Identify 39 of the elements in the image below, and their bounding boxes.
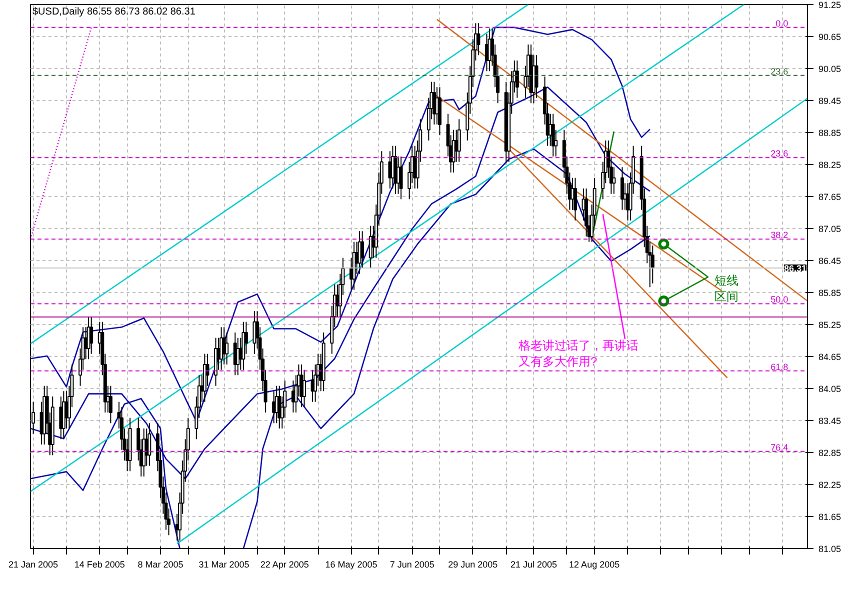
annotation: 50.0 — [770, 294, 788, 305]
y-tick-label: 91.25 — [818, 0, 842, 10]
y-tick-label: 84.65 — [818, 352, 842, 362]
y-tick-label: 86.45 — [818, 256, 842, 266]
y-tick-label: 81.65 — [818, 512, 842, 522]
y-tick-label: 82.25 — [818, 480, 842, 490]
y-tick-label: 90.65 — [818, 32, 842, 42]
x-tick-label: 29 Jun 2005 — [448, 560, 498, 570]
annotation: 76.4 — [770, 442, 788, 452]
x-tick-label: 21 Jul 2005 — [510, 560, 558, 570]
y-tick-label: 84.05 — [818, 384, 842, 394]
x-tick-label: 16 May 2005 — [325, 560, 378, 570]
x-tick-label: 7 Jun 2005 — [390, 560, 434, 570]
x-tick-label: 14 Feb 2005 — [74, 560, 125, 570]
y-tick-label: 87.65 — [818, 192, 842, 202]
y-tick-label: 81.05 — [818, 544, 842, 554]
annotation: 0.0 — [776, 18, 788, 28]
y-tick-label: 88.85 — [818, 128, 842, 138]
annotation: 38.2 — [770, 230, 788, 240]
y-tick-label: 89.45 — [818, 96, 842, 106]
y-tick-label: 85.25 — [818, 320, 842, 330]
x-tick-label: 22 Apr 2005 — [260, 560, 309, 570]
y-tick-label: 87.05 — [818, 224, 842, 234]
y-tick-label: 90.05 — [818, 64, 842, 74]
y-tick-label: 83.45 — [818, 416, 842, 426]
y-tick-label: 88.25 — [818, 160, 842, 170]
annotation: 格老讲过话了，再讲话又有多大作用? — [518, 338, 638, 369]
chart-title: $USD,Daily 86.55 86.73 86.02 86.31 — [32, 6, 196, 18]
x-tick-label: 21 Jan 2005 — [8, 560, 58, 570]
y-tick-label: 82.85 — [818, 448, 842, 458]
x-tick-label: 12 Aug 2005 — [569, 560, 620, 570]
ref-line-label: 86.31 — [784, 263, 807, 274]
annotation: 61.8 — [770, 362, 788, 372]
x-tick-label: 8 Mar 2005 — [138, 560, 184, 570]
annotation: 23.6 — [770, 148, 788, 159]
y-tick-label: 85.85 — [818, 288, 842, 298]
annotation: 短线区间 — [714, 274, 738, 304]
annotation: 23.6 — [770, 66, 788, 76]
x-tick-label: 31 Mar 2005 — [198, 560, 250, 570]
